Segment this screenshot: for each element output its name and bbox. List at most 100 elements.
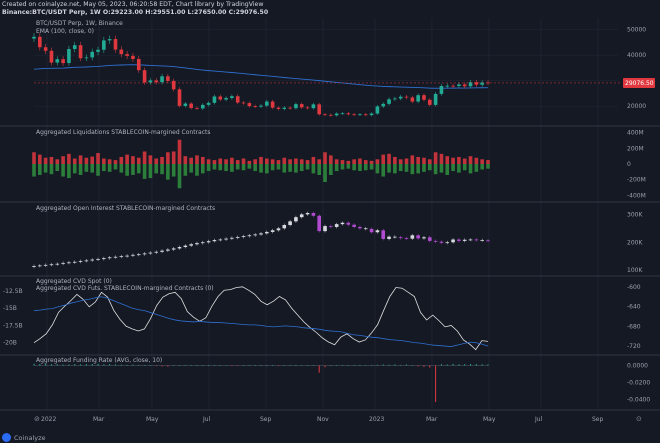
liquidation-long-bar	[90, 156, 95, 164]
funding-bar	[318, 365, 320, 373]
liquidation-long-bar	[125, 154, 129, 164]
time-axis-label: May	[146, 416, 159, 423]
funding-bar	[446, 364, 448, 366]
price-axis-tick: 50000	[627, 27, 646, 34]
liquidation-long-bar	[241, 158, 246, 164]
liquidations-title: Aggregated Liquidations STABLECOIN-margi…	[36, 129, 211, 136]
reset-icon[interactable]: ⊘	[34, 415, 40, 423]
liquidation-short-bar	[148, 164, 153, 179]
liquidation-long-bar	[439, 153, 444, 164]
price-candle	[148, 80, 153, 83]
liquidation-long-bar	[375, 159, 380, 164]
price-candle	[177, 89, 182, 106]
liquidation-short-bar	[352, 164, 356, 171]
funding-bar	[56, 364, 58, 366]
oi-candle	[375, 230, 380, 233]
price-candle	[439, 86, 444, 94]
funding-bar	[324, 365, 326, 368]
funding-bar	[237, 365, 239, 367]
liquidation-long-bar	[171, 151, 176, 164]
cvd-left-axis-tick: -17.5B	[3, 322, 23, 329]
price-candle	[142, 70, 147, 83]
funding-axis-tick: -0.0200	[627, 380, 650, 387]
funding-bar	[307, 365, 309, 366]
oi-candle	[61, 262, 65, 264]
funding-bar	[388, 364, 390, 366]
liquidation-long-bar	[433, 152, 438, 164]
liquidation-long-bar	[78, 155, 83, 164]
oi-candle	[369, 228, 374, 233]
cvd-right-axis-tick: -680	[627, 323, 641, 330]
liquidation-short-bar	[113, 164, 118, 170]
liquidation-long-bar	[276, 160, 281, 164]
liquidation-short-bar	[468, 164, 473, 174]
liquidation-long-bar	[107, 159, 112, 164]
liquidation-short-bar	[451, 164, 455, 172]
time-axis-label: Nov	[317, 416, 329, 423]
oi-candle	[462, 239, 467, 241]
axis-settings-icon[interactable]: ⊙	[636, 415, 642, 423]
funding-bar	[289, 365, 291, 366]
oi-candle	[323, 226, 327, 232]
funding-bar	[138, 364, 140, 366]
liquidation-short-bar	[189, 164, 193, 173]
price-candle	[200, 104, 205, 109]
oi-candle	[136, 254, 141, 256]
funding-bar	[167, 365, 169, 367]
funding-bar	[347, 364, 349, 366]
price-candle	[433, 93, 438, 105]
price-candle	[183, 103, 188, 106]
liquidation-long-bar	[189, 157, 193, 164]
funding-bar	[312, 365, 314, 367]
price-candle	[43, 47, 48, 51]
liquidation-long-bar	[38, 154, 42, 164]
coinalyze-logo-icon	[2, 433, 11, 442]
liquidation-long-bar	[427, 159, 432, 164]
liquidation-long-bar	[334, 159, 339, 164]
funding-bar	[382, 364, 384, 366]
funding-bar	[423, 365, 425, 368]
price-tag	[623, 77, 655, 88]
liquidation-long-bar	[474, 157, 479, 164]
liquidation-long-bar	[410, 155, 415, 164]
liquidation-long-bar	[387, 153, 391, 164]
funding-bar	[301, 365, 303, 366]
liquidation-short-bar	[282, 164, 287, 173]
oi-candle	[410, 235, 415, 239]
liquidation-long-bar	[294, 158, 298, 164]
liquidation-short-bar	[323, 164, 327, 182]
liquidation-long-bar	[323, 152, 327, 164]
time-axis-label: Sep	[592, 416, 604, 423]
funding-bar	[50, 364, 52, 366]
price-candle	[294, 104, 298, 109]
liquidations-axis-tick: 200M	[627, 145, 644, 152]
price-candle	[136, 58, 141, 71]
liquidation-short-bar	[224, 164, 228, 172]
liquidation-long-bar	[352, 159, 356, 164]
liquidation-short-bar	[265, 164, 269, 174]
liquidation-short-bar	[253, 164, 257, 172]
oi-candle	[49, 264, 54, 266]
funding-bar	[266, 365, 268, 366]
price-candle	[113, 39, 118, 50]
liquidation-long-bar	[346, 160, 351, 164]
liquidation-short-bar	[125, 164, 129, 176]
liquidation-long-bar	[299, 159, 304, 164]
liquidation-short-bar	[78, 164, 83, 175]
time-axis-label: 2023	[369, 416, 384, 423]
liquidation-short-bar	[107, 164, 112, 172]
liquidation-short-bar	[276, 164, 281, 170]
liquidation-short-bar	[358, 164, 362, 172]
liquidation-short-bar	[433, 164, 438, 175]
price-candle	[67, 49, 71, 64]
liquidation-short-bar	[177, 164, 182, 189]
liquidation-long-bar	[84, 157, 89, 164]
oi-candle	[259, 233, 263, 235]
funding-bar	[97, 363, 99, 366]
oi-candle	[107, 257, 112, 259]
liquidation-short-bar	[340, 164, 345, 170]
funding-bar	[283, 365, 285, 366]
liquidation-long-bar	[67, 153, 71, 164]
price-candle	[276, 107, 281, 109]
